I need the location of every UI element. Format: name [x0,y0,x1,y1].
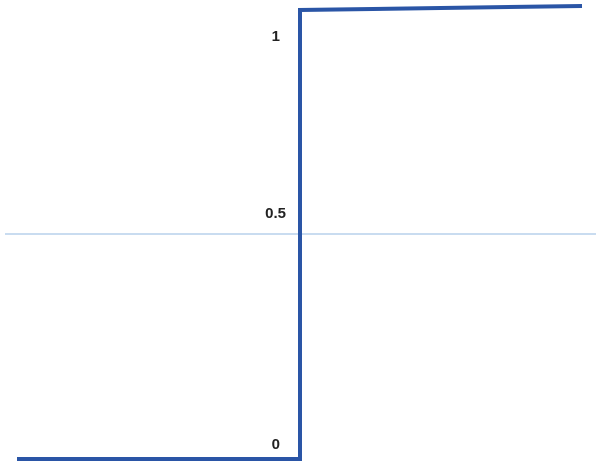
y-tick-label-1: 1 [272,28,280,45]
step-series-line [17,4,583,461]
y-tick-label-0-5: 0.5 [265,205,286,222]
y-tick-label-0: 0 [272,436,280,453]
